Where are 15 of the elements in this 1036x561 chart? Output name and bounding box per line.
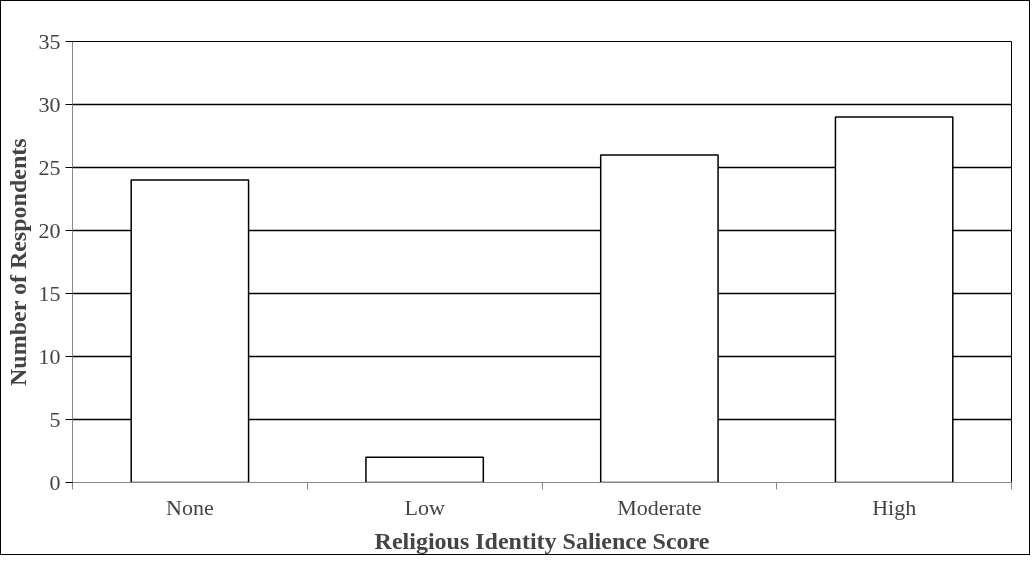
x-axis-title: Religious Identity Salience Score: [374, 527, 710, 554]
y-tick-label: 5: [49, 406, 61, 432]
y-tick-label: 35: [38, 28, 61, 54]
y-tick-label: 25: [38, 154, 61, 180]
x-tick-label: Low: [404, 494, 445, 520]
y-tick-label: 10: [38, 343, 61, 369]
y-axis-title: Number of Respondents: [4, 138, 31, 387]
bar: [365, 456, 485, 483]
x-tick-label: High: [872, 494, 917, 520]
y-tick-label: 30: [38, 91, 61, 117]
y-tick-label: 0: [49, 469, 61, 495]
x-tick-label: Moderate: [617, 494, 702, 520]
y-tick-label: 15: [38, 280, 61, 306]
x-tick-label: None: [166, 494, 214, 520]
y-tick-label: 20: [38, 217, 61, 243]
